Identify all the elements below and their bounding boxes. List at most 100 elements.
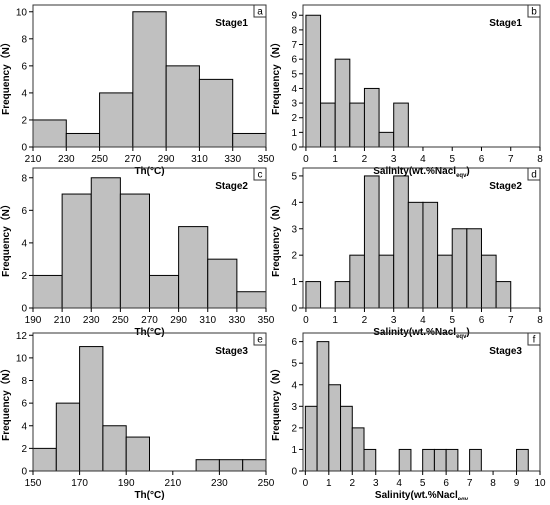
plot-frame (302, 167, 541, 309)
x-tick-label: 8 (537, 154, 543, 165)
bar-f-0 (304, 405, 318, 472)
panel-letter-box (527, 332, 541, 346)
bar-d-2 (349, 254, 365, 309)
y-tick-label: 4 (291, 198, 297, 209)
y-tick-label: 10 (16, 353, 28, 364)
panel-letter-box (527, 4, 541, 18)
y-tick-label: 3 (291, 224, 297, 235)
y-tick-label: 6 (21, 61, 27, 72)
x-tick-label: 250 (258, 478, 275, 489)
bar-c-1 (61, 193, 92, 309)
x-tick-label: 5 (449, 154, 455, 165)
x-tick-label: 330 (229, 315, 246, 326)
x-tick-label: 310 (191, 154, 208, 165)
bar-e-1 (55, 402, 81, 472)
y-axis-label: Frequency（N） (269, 37, 282, 115)
x-tick-label: 230 (58, 154, 75, 165)
x-tick-label: 1 (332, 315, 338, 326)
bar-f-7 (422, 448, 435, 472)
bar-b-5 (378, 131, 395, 148)
y-tick-label: 4 (21, 88, 27, 99)
panel-letter: e (257, 335, 263, 346)
bar-d-0 (305, 281, 322, 309)
panel-f: 0 1 2 3 4 5 6 7 8 9 10 0 1 2 3 4 5 6 f Stage3 Frequency（N） Sa… (269, 332, 546, 503)
x-tick-label: 1 (332, 154, 338, 165)
x-axis-label-subscript: eqv (456, 334, 467, 340)
plot-frame (302, 332, 541, 472)
bar-c-4 (149, 274, 180, 309)
x-tick-label: 190 (25, 315, 42, 326)
x-tick-label: 170 (71, 478, 88, 489)
x-axis-label: Th(°C) (134, 166, 164, 177)
bar-e-0 (32, 447, 57, 472)
plot-frame (32, 332, 267, 472)
bar-d-12 (495, 281, 512, 309)
y-tick-label: 2 (291, 423, 297, 434)
y-tick-label: 0 (291, 143, 297, 154)
x-tick-label: 210 (164, 478, 181, 489)
bar-c-3 (119, 193, 150, 309)
bar-f-3 (340, 405, 353, 472)
bar-e-6 (218, 459, 244, 472)
bar-f-8 (433, 448, 447, 472)
panel-c: 190 210 230 250 270 290 310 330 350 0 2 4 6 8 c Stage2 F… (0, 167, 275, 338)
bar-b-2 (334, 58, 351, 148)
bar-d-3 (363, 175, 380, 309)
bar-a-2 (99, 92, 134, 148)
y-axis-label: Frequency（N） (269, 199, 282, 277)
bar-f-4 (351, 427, 365, 472)
x-tick-label: 5 (449, 315, 455, 326)
bar-d-7 (422, 201, 439, 309)
y-tick-label: 12 (16, 331, 28, 342)
panel-letter-box (253, 4, 267, 18)
x-tick-label: 6 (443, 478, 449, 489)
y-tick-label: 0 (291, 467, 297, 478)
bar-b-0 (305, 14, 322, 148)
x-tick-label: 4 (396, 478, 402, 489)
x-tick-label: 210 (25, 154, 42, 165)
y-tick-label: 4 (291, 84, 297, 95)
y-tick-label: 1 (291, 277, 297, 288)
bar-a-1 (65, 132, 101, 148)
y-tick-label: 1 (291, 128, 297, 139)
y-tick-label: 8 (21, 173, 27, 184)
x-axis-label-main: Salinity(wt.%Nacl (375, 490, 458, 500)
x-tick-label: 3 (391, 315, 397, 326)
bar-e-7 (242, 459, 267, 472)
y-tick-label: 5 (291, 171, 297, 182)
bar-d-1 (334, 281, 351, 309)
y-axis-label: Frequency（N） (0, 363, 12, 441)
panel-letter: c (258, 170, 263, 181)
bar-e-2 (79, 346, 104, 472)
x-axis-label-subscript: eqv (456, 173, 467, 179)
panel-d: 0 1 2 3 4 5 6 7 8 0 1 2 3 4 5 d Stage2 Frequency（N） Salini… (269, 167, 543, 340)
panel-b: 0 1 2 3 4 5 6 7 8 0 1 2 3 4 5 6 7 8 9 b Stage1 Frequency（N） Sa… (269, 4, 543, 179)
y-tick-label: 0 (21, 467, 27, 478)
x-tick-label: 9 (514, 478, 520, 489)
bar-d-11 (480, 254, 497, 309)
x-tick-label: 2 (362, 154, 368, 165)
y-axis-label: Frequency（N） (269, 363, 282, 441)
y-tick-label: 2 (291, 251, 297, 262)
y-tick-label: 10 (16, 7, 28, 18)
y-tick-label: 2 (21, 115, 27, 126)
y-tick-label: 8 (21, 34, 27, 45)
y-axis-label: Frequency（N） (0, 199, 12, 277)
stage-label: Stage1 (489, 18, 522, 29)
x-tick-label: 270 (125, 154, 142, 165)
bar-f-6 (398, 448, 412, 472)
bar-f-9 (445, 448, 459, 472)
panel-letter: f (533, 335, 536, 346)
y-tick-label: 8 (21, 376, 27, 387)
bar-e-3 (102, 425, 127, 472)
panel-letter-box (253, 332, 267, 346)
bar-b-4 (363, 87, 380, 148)
x-tick-label: 3 (373, 478, 379, 489)
x-tick-label: 330 (224, 154, 241, 165)
x-tick-label: 0 (303, 315, 309, 326)
bar-c-0 (32, 274, 63, 309)
bar-d-8 (437, 254, 453, 309)
y-tick-label: 3 (291, 99, 297, 110)
x-tick-label: 230 (211, 478, 228, 489)
